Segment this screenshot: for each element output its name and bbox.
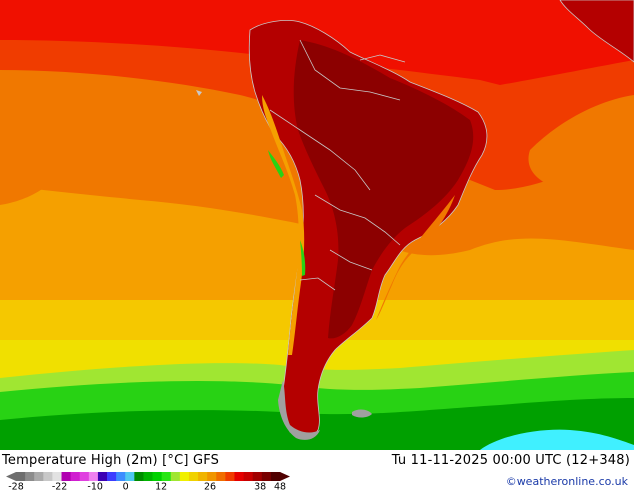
band-cyan [480,429,634,450]
east-coast-orange [376,195,455,320]
falklands [352,409,372,418]
legend-labels: -28 -22 -10 0 12 26 38 48 [8,482,286,490]
legend-swatch [97,472,108,481]
legend-tick-label: 38 [254,482,266,490]
legend-swatch [198,472,208,481]
north-america-tip [559,0,634,63]
legend-tick-label: 12 [155,482,167,490]
legend-swatch [61,472,72,481]
legend-tick-label: 26 [204,482,216,490]
legend-swatch [43,472,53,481]
legend-swatch [143,472,153,481]
credit-link[interactable]: ©weatheronline.co.uk [505,475,628,488]
band-orange-west-patch [0,107,70,205]
legend-swatch [188,472,199,481]
legend-swatch [34,472,44,481]
map-title: Temperature High (2m) [°C] GFS [2,453,220,468]
legend-swatches [6,472,290,481]
legend-swatch [16,472,26,481]
legend-swatch [179,472,190,481]
legend-arrow-high [280,472,290,481]
legend-swatch [134,472,144,481]
legend-arrow-low [6,472,16,481]
legend-swatch [107,472,117,481]
legend-tick-label: -10 [87,482,103,490]
legend-tick-label: 0 [123,482,129,490]
legend-swatch [270,472,281,481]
legend-tick-label: 48 [274,482,286,490]
legend-swatch [252,472,263,481]
legend-swatch [225,472,235,481]
interior-deep-red [293,40,474,339]
legend-swatch [261,472,272,481]
patagonia-grey [278,380,320,440]
country-borders [269,39,406,291]
legend-swatch [170,472,181,481]
map-footer: Temperature High (2m) [°C] GFS Tu 11-11-… [0,450,634,490]
legend-swatch [243,472,254,481]
color-legend: -28 -22 -10 0 12 26 38 48 [6,472,290,490]
legend-swatch [125,472,135,481]
legend-swatch [161,472,172,481]
legend-swatch [234,472,244,481]
legend-swatch [152,472,163,481]
legend-swatch [79,472,90,481]
legend-swatch [25,472,35,481]
legend-swatch [70,472,81,481]
legend-tick-label: -28 [8,482,24,490]
temperature-map [0,0,634,450]
legend-swatch [88,472,99,481]
valid-time: Tu 11-11-2025 00:00 UTC (12+348) [391,453,630,468]
legend-swatch [207,472,217,481]
band-orange-east-patch [528,95,634,196]
legend-tick-label: -22 [52,482,68,490]
legend-swatch [116,472,126,481]
legend-swatch [216,472,226,481]
legend-swatch [52,472,62,481]
